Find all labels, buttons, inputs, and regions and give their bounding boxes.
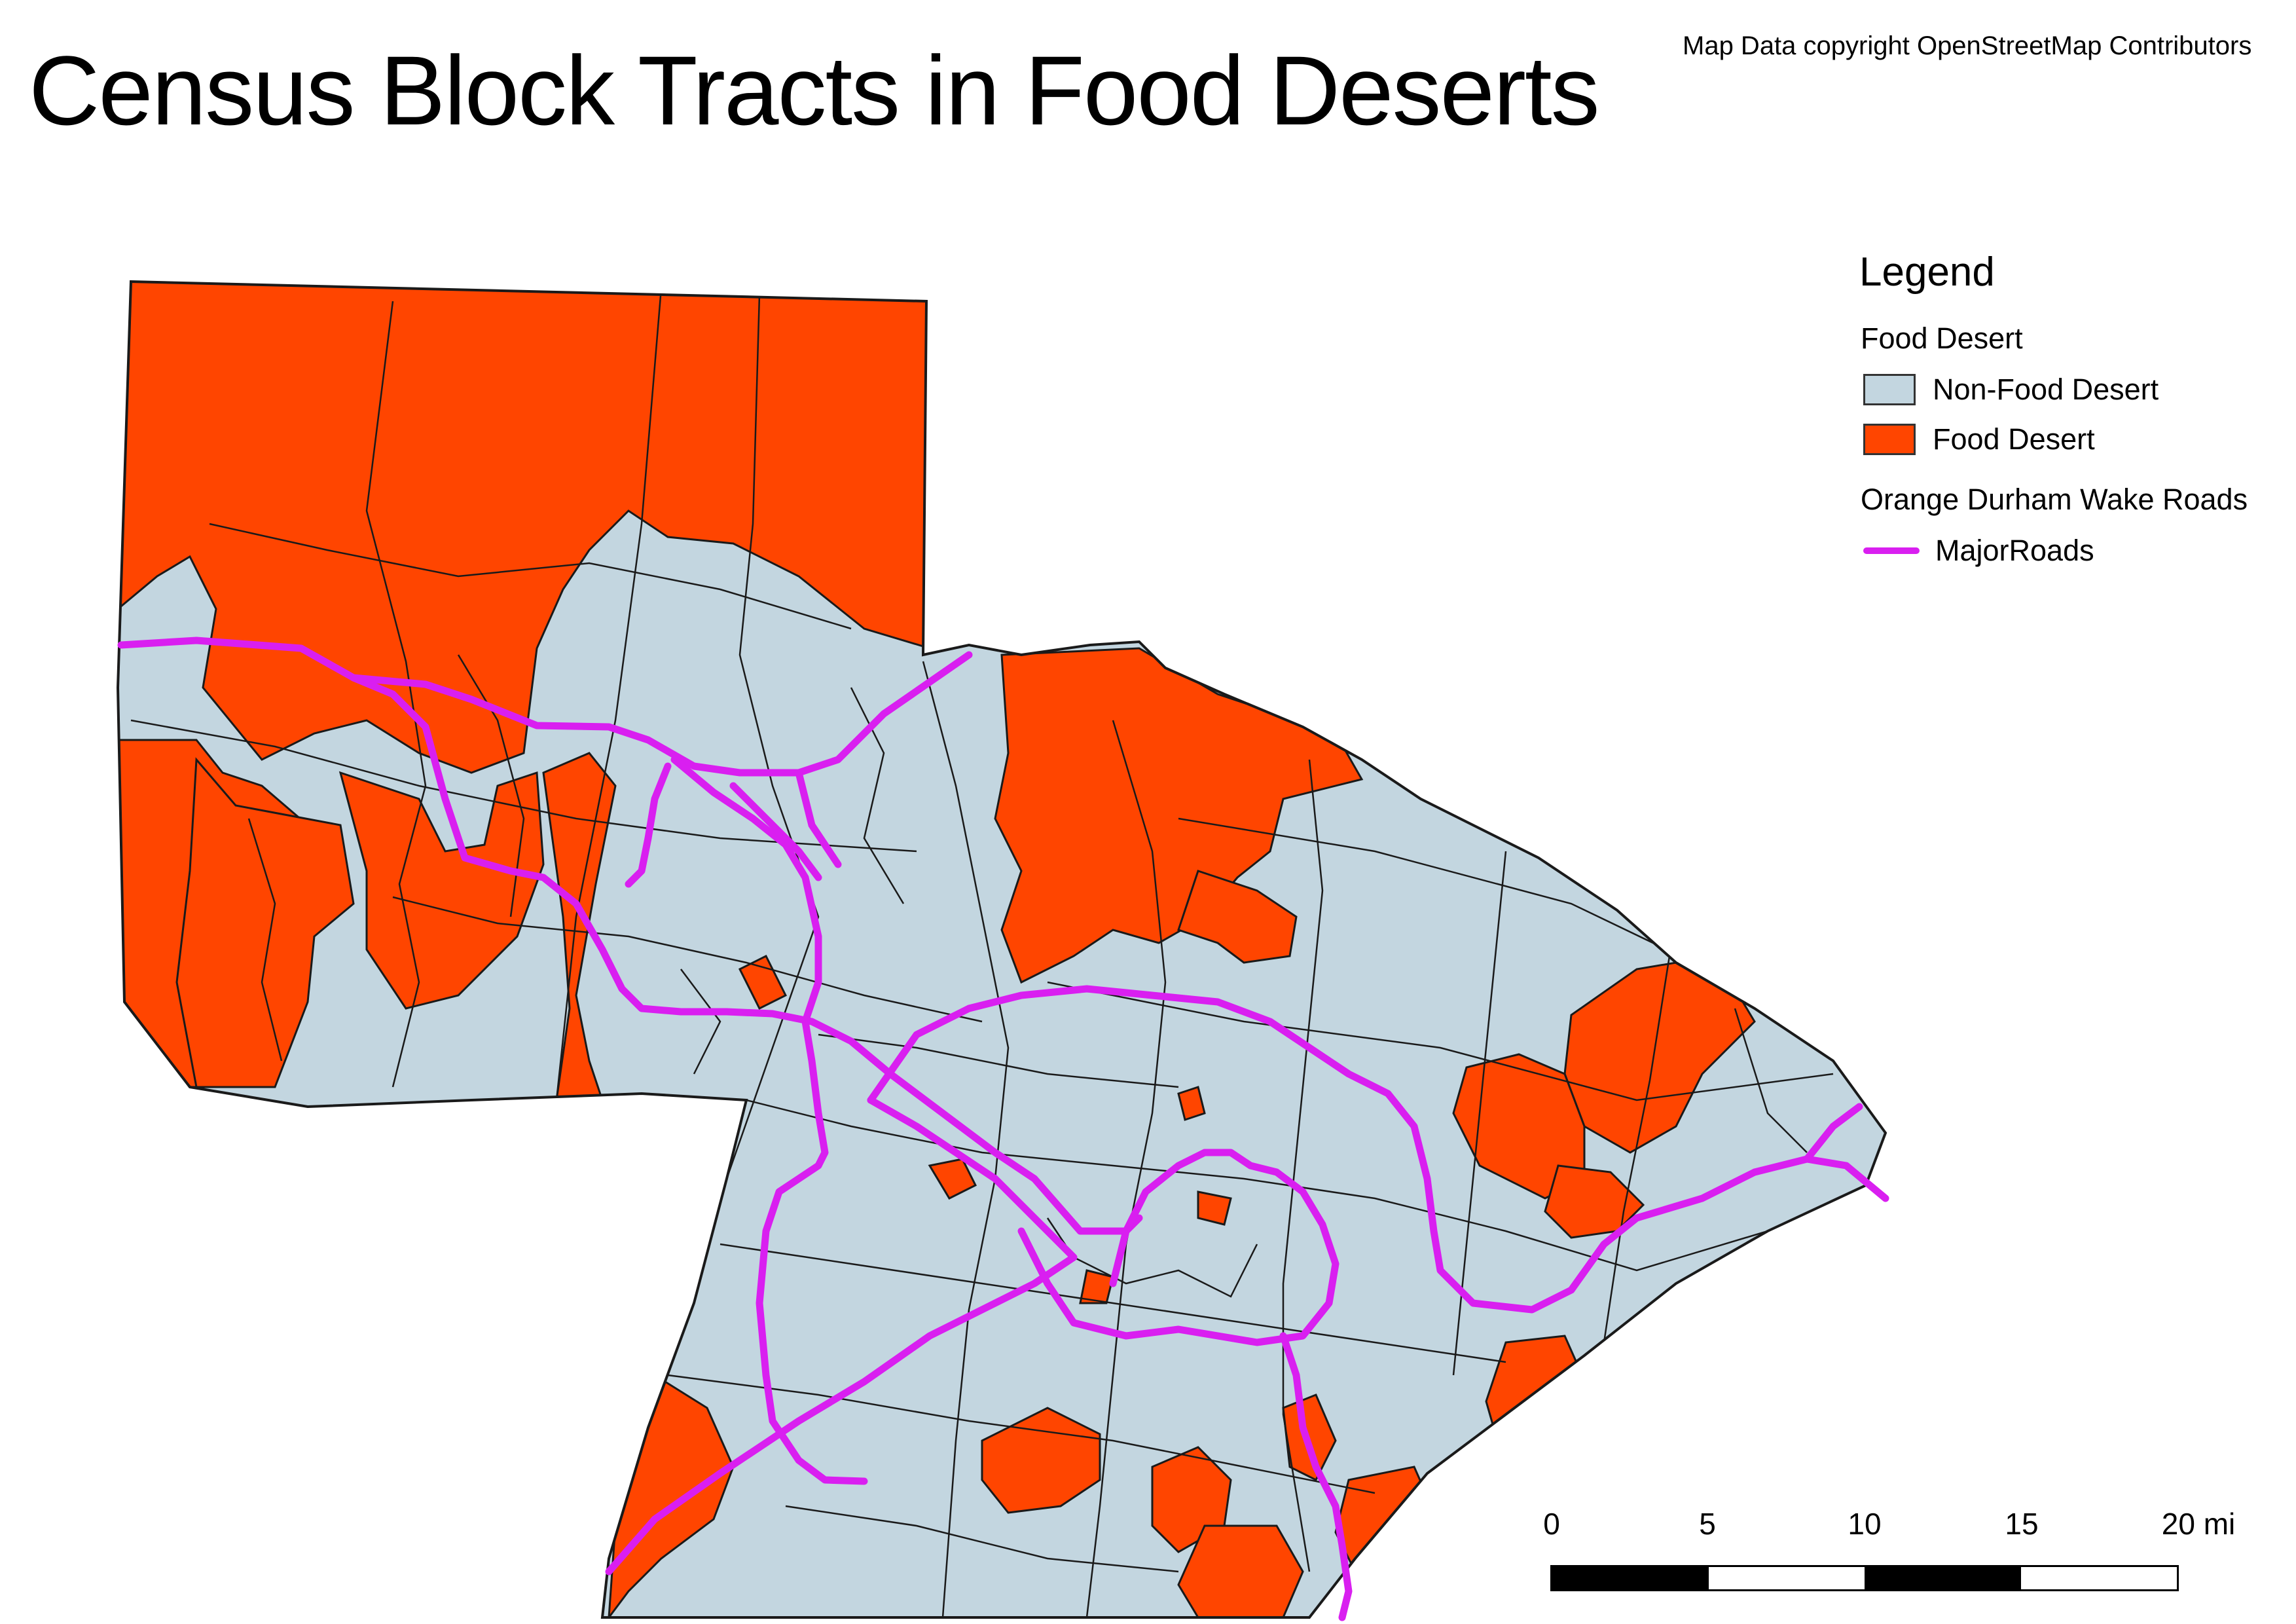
attribution-text: Map Data copyright OpenStreetMap Contrib… (1683, 31, 2252, 60)
major-road-durham-loop (625, 756, 822, 1025)
map-title: Census Block Tracts in Food Deserts (29, 35, 1600, 145)
scale-segment-1 (1552, 1567, 1709, 1589)
food-desert-tracts (118, 282, 1756, 1617)
major-road-raleigh-loop (1017, 1149, 1339, 1346)
food-desert-tract-south-e (1334, 1466, 1442, 1586)
legend-item-non-food-desert: Non-Food Desert (1863, 365, 2248, 415)
food-desert-tract-central-e (738, 954, 788, 1010)
food-desert-tract-south-c (1177, 1524, 1304, 1617)
scale-bar-segments (1550, 1565, 2179, 1591)
scale-segment-2 (1708, 1567, 1865, 1589)
food-desert-swatch (1863, 424, 1916, 455)
major-road-spur-east (1803, 1103, 1863, 1163)
legend-title: Legend (1859, 249, 1995, 295)
major-road-i40-west (117, 637, 973, 777)
non-food-desert-swatch (1863, 374, 1916, 405)
major-road-147 (756, 1018, 868, 1485)
major-road-outer-beltline (867, 985, 1889, 1314)
food-desert-tract-central-west (338, 771, 545, 1010)
legend-item-food-desert: Food Desert (1863, 415, 2248, 464)
legend-label-non-food-desert: Non-Food Desert (1933, 373, 2159, 406)
major-road-i85-west (350, 674, 1143, 1235)
legend-label-food-desert: Food Desert (1933, 422, 2095, 456)
scale-tick-0: 0 (1543, 1507, 1560, 1541)
food-desert-tract-central-a (928, 1158, 977, 1200)
food-desert-tract-central-strip (542, 752, 617, 1101)
major-roads-swatch (1863, 547, 1920, 554)
scale-tick-5: 5 (1699, 1507, 1716, 1541)
legend-label-major-roads: MajorRoads (1935, 534, 2094, 567)
food-desert-tract-central-b (1079, 1269, 1114, 1304)
scale-segment-4 (2020, 1567, 2177, 1589)
food-desert-tract-central-c (1197, 1190, 1232, 1226)
tract-boundaries (130, 287, 1834, 1617)
county-outline (116, 280, 1887, 1619)
food-desert-tract-central-d (1177, 1086, 1206, 1121)
scale-tick-15: 15 (2005, 1507, 2039, 1541)
major-road-durham-north (729, 769, 842, 881)
legend-item-major-roads: MajorRoads (1863, 526, 2248, 576)
major-roads (117, 637, 1889, 1621)
food-desert-tract-ne-lobe (1177, 870, 1298, 964)
scale-tick-20-mi: 20 mi (2161, 1507, 2236, 1541)
scale-segment-3 (1865, 1567, 2021, 1589)
legend-layer-food-desert: Food Desert (1861, 322, 2023, 355)
major-road-i40-south (1279, 1332, 1353, 1621)
major-road-i40-east (605, 1096, 1078, 1576)
food-desert-tract-nw-north (118, 282, 931, 774)
legend: Legend Food Desert Non-Food Desert Food … (1859, 249, 2248, 576)
scale-tick-10: 10 (1848, 1507, 1882, 1541)
food-desert-tract-w-mid (175, 757, 355, 1088)
legend-layer-roads: Orange Durham Wake Roads (1861, 483, 2248, 516)
